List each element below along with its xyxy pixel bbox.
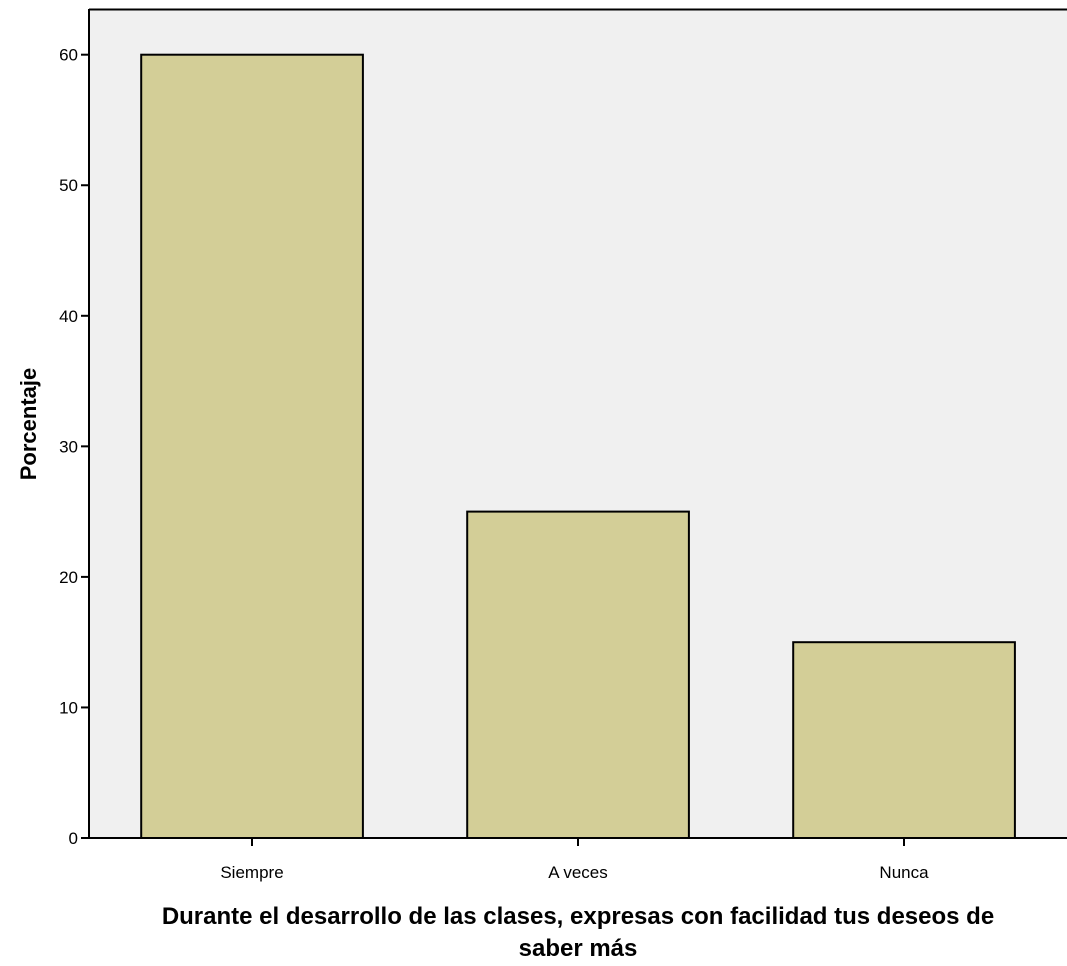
y-tick-label: 0 <box>69 829 78 848</box>
y-axis-ticks: 0 10 20 30 40 50 60 <box>59 46 89 848</box>
y-tick-label: 20 <box>59 568 78 587</box>
x-axis-title-line-2: saber más <box>519 935 638 962</box>
y-tick-label: 30 <box>59 437 78 456</box>
bar-siempre <box>140 53 364 839</box>
x-tick-label: Siempre <box>220 863 283 882</box>
x-axis-title-line-1: Durante el desarrollo de las clases, exp… <box>162 903 994 930</box>
x-axis-ticks: Siempre A veces Nunca <box>220 838 929 882</box>
y-tick-label: 60 <box>59 46 78 65</box>
y-tick-label: 40 <box>59 307 78 326</box>
x-tick-label: Nunca <box>879 863 929 882</box>
y-tick-label: 10 <box>59 698 78 717</box>
y-axis-title: Porcentaje <box>16 368 41 481</box>
x-tick-label: A veces <box>548 863 608 882</box>
bar-nunca <box>792 641 1016 840</box>
y-tick-label: 50 <box>59 176 78 195</box>
bar-a-veces <box>466 510 690 839</box>
